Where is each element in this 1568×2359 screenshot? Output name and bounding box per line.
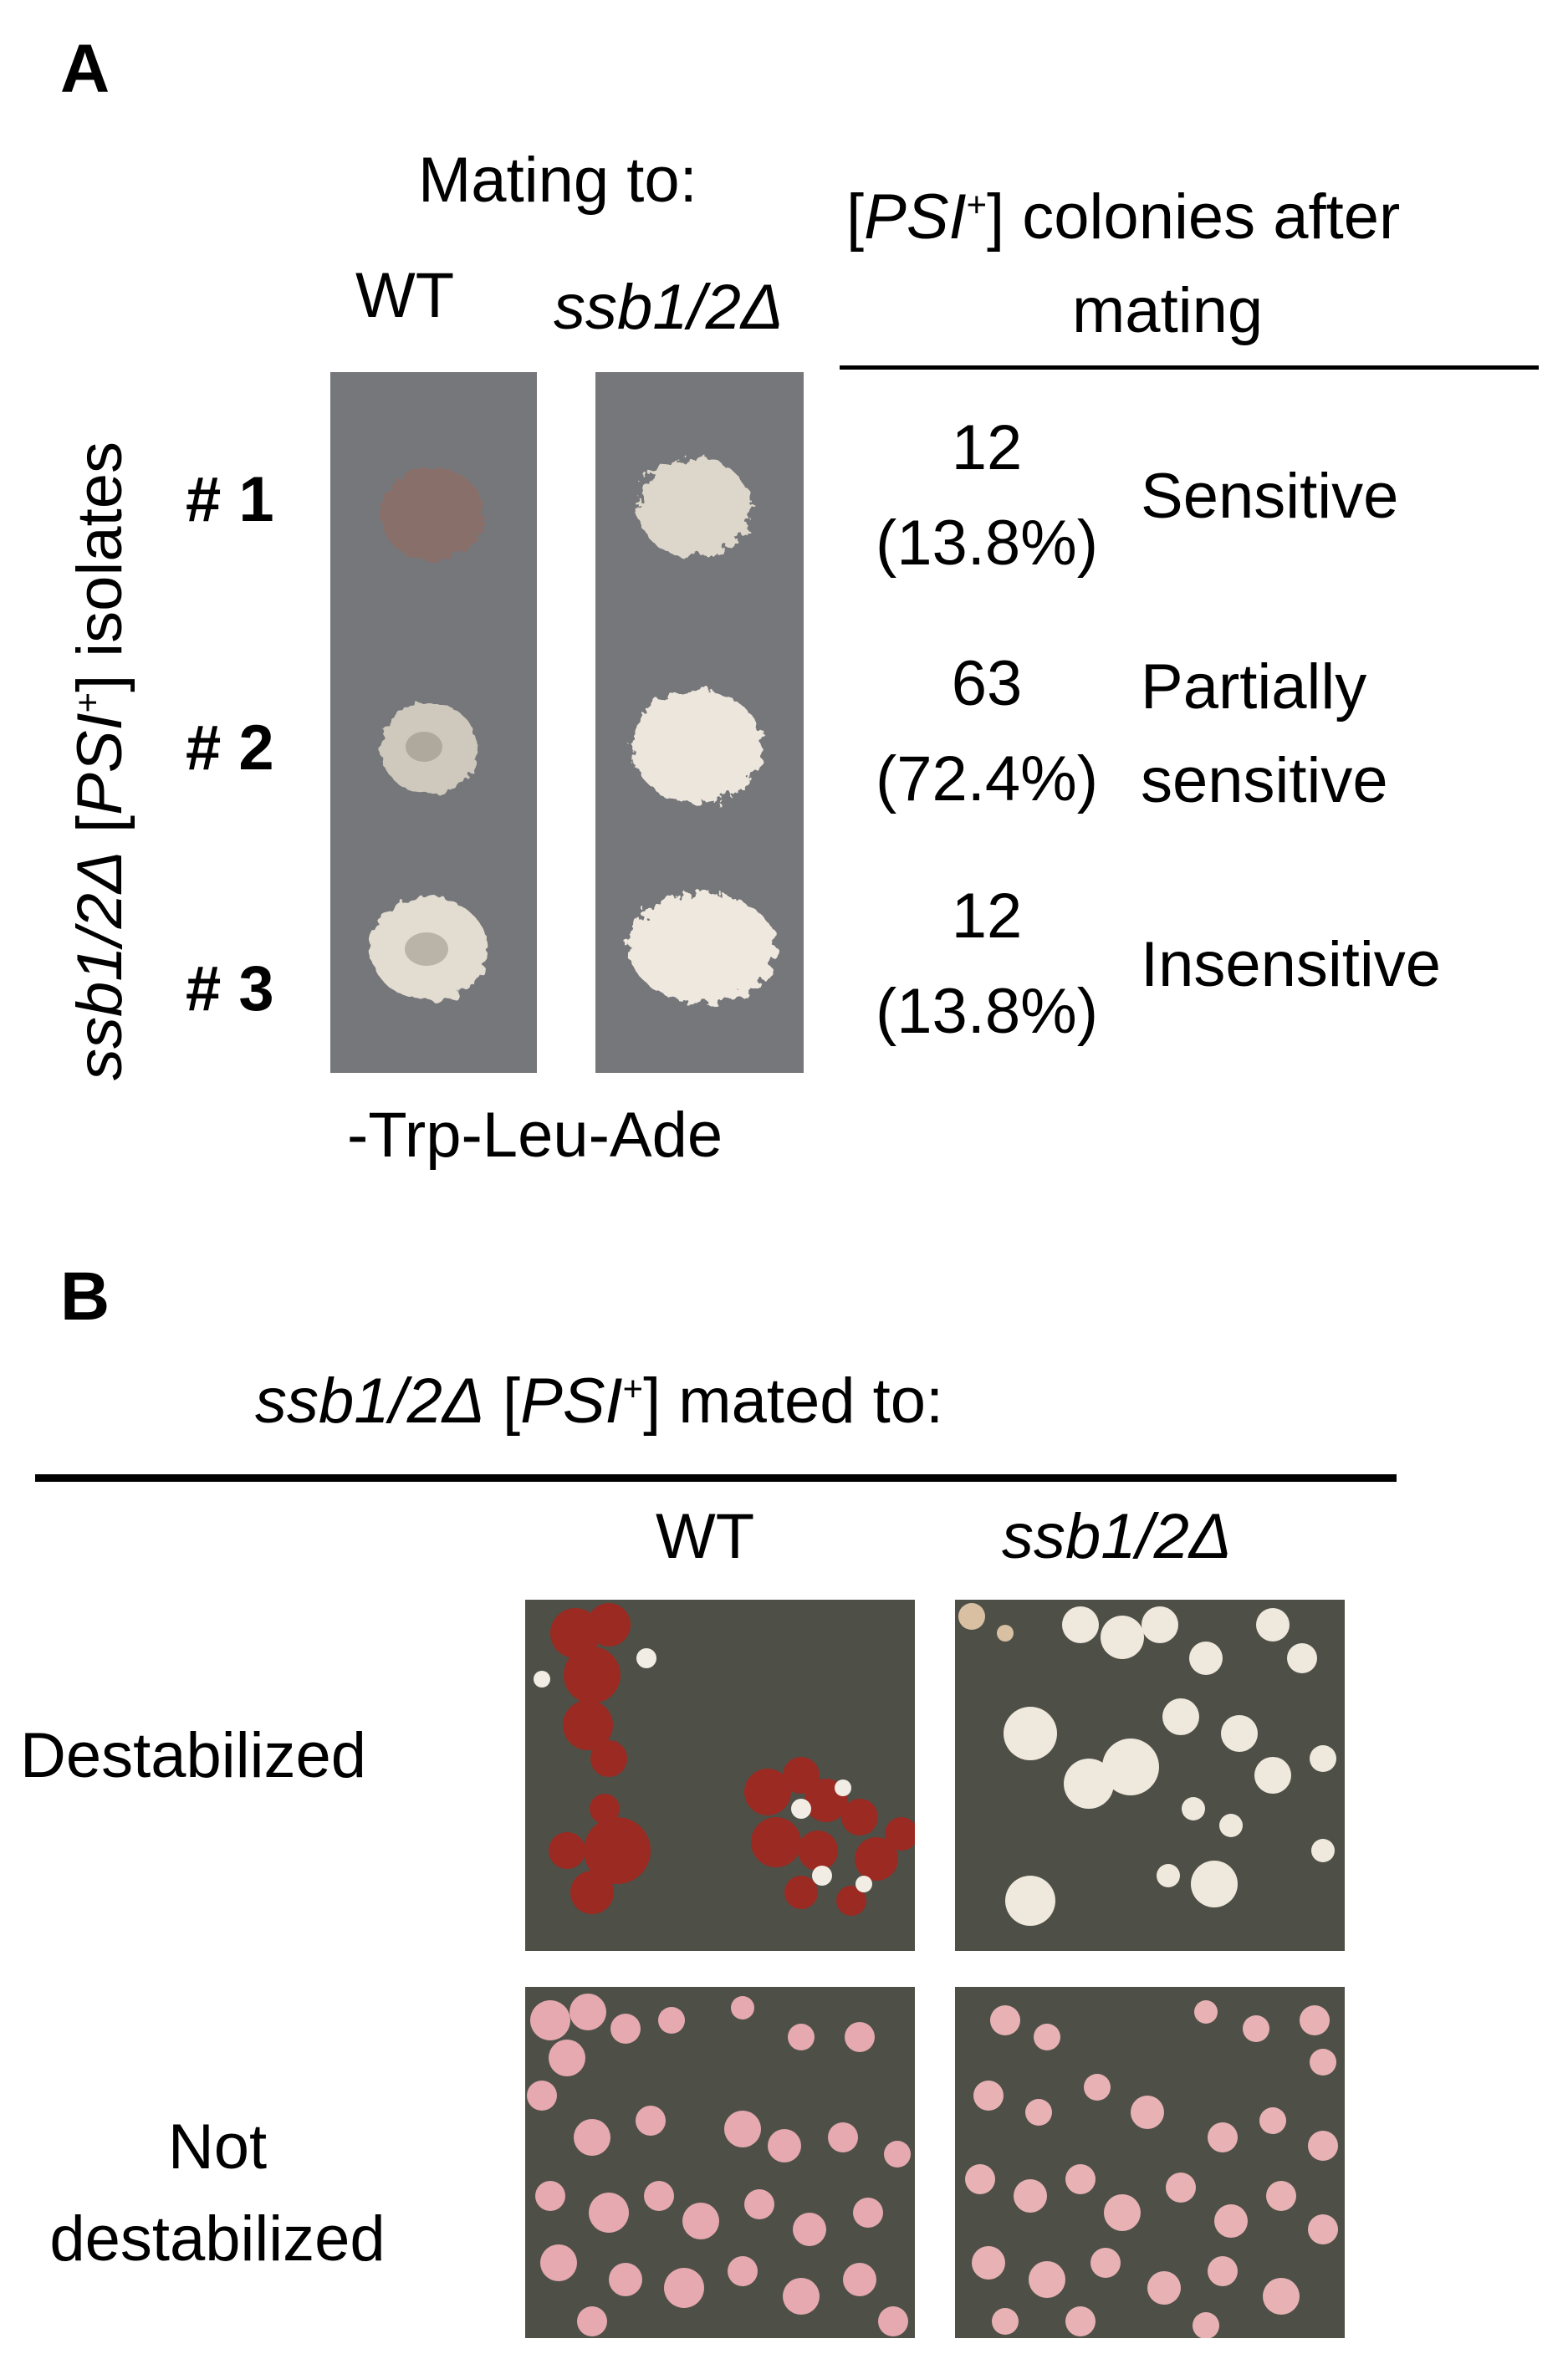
panel-b-rule	[35, 1474, 1397, 1482]
result-header-line1: [PSI+] colonies after	[846, 181, 1401, 253]
dish-not-destabilized-wt-colonies	[527, 1994, 911, 2336]
row3-percent: (13.8%)	[875, 976, 1099, 1047]
isolate-label-1: # 1	[186, 464, 274, 535]
spot-ssb-1	[637, 457, 751, 558]
plate-wt-spots	[370, 467, 488, 1001]
medium-label: -Trp-Leu-Ade	[347, 1100, 723, 1171]
panel-b-letter: B	[60, 1259, 110, 1335]
isolates-side-label: ssb1/2Δ [PSI+] isolates	[64, 442, 135, 1080]
row1-class: Sensitive	[1141, 461, 1399, 532]
panel-b-col-wt: WT	[656, 1501, 755, 1572]
row2-percent: (72.4%)	[875, 743, 1099, 814]
row2-class-line2: sensitive	[1141, 745, 1388, 816]
spot-wt-3-center	[405, 932, 448, 966]
spot-ssb-2	[632, 690, 763, 804]
isolate-label-2: # 2	[186, 712, 274, 784]
dish-not-destabilized-ssb	[955, 1987, 1345, 2338]
spot-wt-1	[381, 467, 484, 561]
dish-not-destabilized-ssb-colonies	[965, 2000, 1338, 2338]
row2-class-line1: Partially	[1141, 651, 1367, 723]
column-wt-label: WT	[355, 260, 455, 331]
plate-wt	[330, 372, 537, 1073]
dish-not-destabilized-wt	[525, 1987, 915, 2338]
row-destabilized-label: Destabilized	[20, 1720, 366, 1791]
isolate-label-3: # 3	[186, 953, 274, 1024]
result-header-line2: mating	[1072, 275, 1264, 346]
row2-count: 63	[951, 648, 1023, 719]
row3-class: Insensitive	[1141, 929, 1442, 1000]
panel-a-letter: A	[60, 31, 110, 107]
row-not-destabilized-line2: destabilized	[49, 2203, 386, 2275]
row-not-destabilized-line1: Not	[167, 2111, 268, 2183]
column-ssb-label: ssb1/2Δ	[554, 272, 784, 343]
plate-ssb	[595, 372, 804, 1073]
mating-to-label: Mating to:	[418, 145, 697, 216]
header-rule	[840, 365, 1539, 370]
row1-count: 12	[951, 412, 1023, 483]
spot-ssb-3	[629, 892, 776, 1003]
dish-destabilized-wt-colonies	[534, 1603, 915, 1916]
row3-count: 12	[951, 881, 1023, 952]
plate-ssb-spots	[629, 457, 776, 1003]
dish-destabilized-ssb-colonies	[958, 1603, 1336, 1926]
panel-b-col-ssb: ssb1/2Δ	[1002, 1501, 1232, 1572]
row1-percent: (13.8%)	[875, 508, 1099, 579]
dish-destabilized-wt	[525, 1600, 915, 1951]
spot-wt-2-center	[406, 732, 442, 762]
dish-destabilized-ssb	[955, 1600, 1345, 1951]
panel-b-title: ssb1/2Δ [PSI+] mated to:	[255, 1366, 944, 1437]
